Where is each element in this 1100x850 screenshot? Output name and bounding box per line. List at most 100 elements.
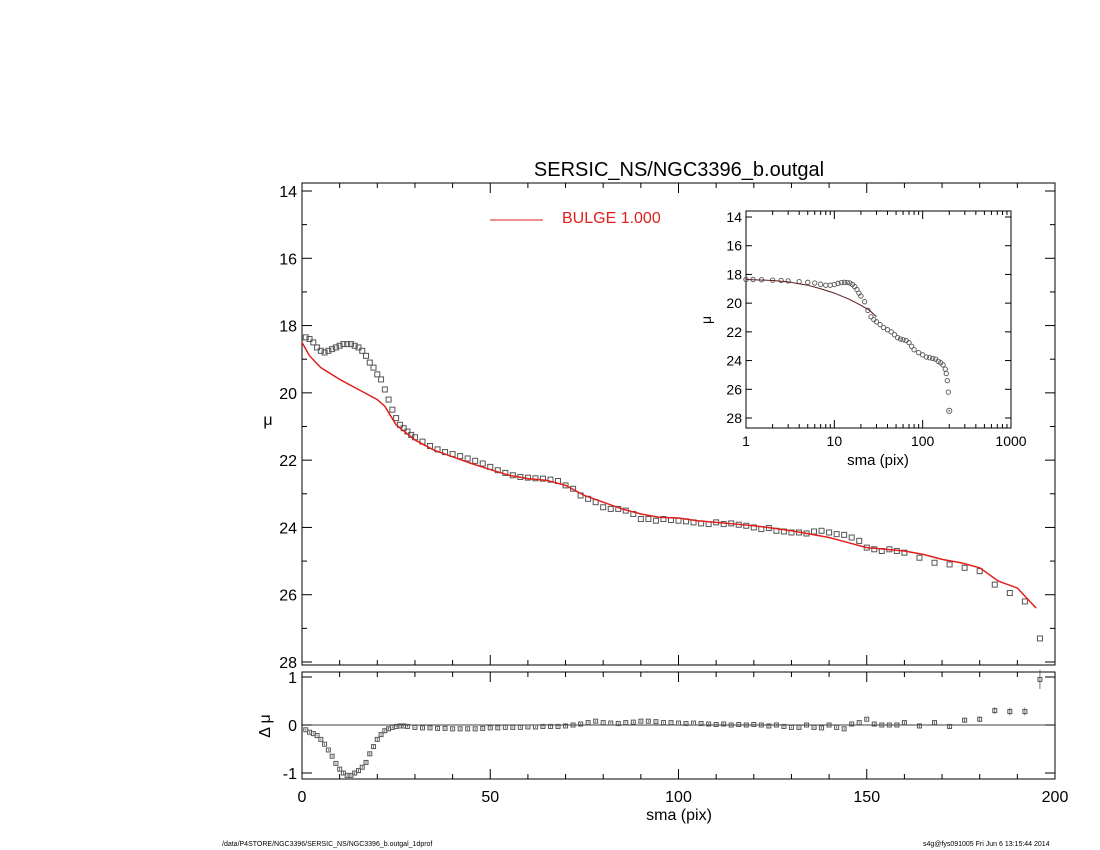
- y-tick-label: 14: [279, 184, 297, 201]
- residual-point: [901, 720, 907, 726]
- data-point: [916, 554, 923, 561]
- residual-point: [337, 766, 343, 772]
- residual-point: [404, 723, 410, 729]
- residual-point: [743, 722, 749, 728]
- inset-data-point: [943, 370, 949, 377]
- data-point: [660, 516, 667, 523]
- data-point: [332, 344, 339, 351]
- data-point: [539, 475, 546, 482]
- data-point: [359, 347, 366, 354]
- inset-data-point: [944, 378, 950, 384]
- inset-x-tick-label: 100: [911, 433, 935, 449]
- data-point: [385, 396, 392, 403]
- residual-point: [879, 722, 885, 728]
- residual-y-tick-label: 1: [288, 670, 297, 687]
- inset-data-point: [911, 347, 917, 353]
- residual-point: [992, 708, 998, 714]
- residual-point: [435, 725, 441, 731]
- data-point: [637, 516, 644, 523]
- data-point: [645, 516, 652, 523]
- residual-point: [894, 722, 900, 728]
- x-tick-label: 100: [665, 789, 692, 806]
- residual-point: [487, 725, 493, 731]
- y-tick-label: 28: [279, 655, 297, 672]
- residual-point: [834, 724, 840, 730]
- data-point: [848, 534, 855, 541]
- residual-point: [480, 725, 486, 731]
- residual-point: [947, 723, 953, 729]
- residual-point: [856, 720, 862, 726]
- legend-label: BULGE 1.000: [562, 210, 661, 227]
- data-point: [871, 546, 878, 553]
- residual-point: [796, 724, 802, 730]
- residual-point: [472, 726, 478, 732]
- data-point: [931, 559, 938, 566]
- data-point: [494, 467, 501, 474]
- y-tick-label: 20: [279, 386, 297, 403]
- residual-point: [811, 724, 817, 730]
- residual-point: [325, 747, 331, 753]
- residual-point: [849, 721, 855, 727]
- inset-data-point: [945, 389, 951, 395]
- data-point: [720, 521, 727, 528]
- inset-data-point: [838, 279, 844, 286]
- data-point: [826, 529, 833, 536]
- data-point: [302, 334, 309, 341]
- residual-point: [608, 720, 614, 726]
- data-point: [321, 349, 328, 356]
- inset-data-point: [900, 337, 906, 343]
- residual-point: [676, 720, 681, 726]
- data-point: [1036, 635, 1043, 642]
- inset-data-point: [861, 299, 868, 305]
- residual-point: [502, 724, 508, 730]
- residual-point: [645, 718, 651, 724]
- residual-point: [864, 716, 870, 722]
- data-point: [479, 460, 486, 467]
- residual-point: [1037, 676, 1043, 682]
- data-point: [833, 531, 840, 538]
- data-point: [344, 341, 351, 348]
- residual-point: [751, 722, 757, 728]
- inset-plot: 14 16 18 20 22 24 26 281 10 100 1000 sma (pix) μ: [698, 209, 1027, 469]
- residual-point: [781, 723, 787, 729]
- inset-data-point: [891, 332, 898, 338]
- residual-point: [932, 720, 938, 726]
- residual-point: [419, 725, 425, 731]
- x-tick-label: 200: [1042, 789, 1069, 806]
- inset-y-tick-label: 26: [726, 381, 742, 397]
- residual-point: [532, 724, 538, 730]
- residual-point: [570, 722, 576, 728]
- inset-data-point: [873, 319, 880, 325]
- data-point: [366, 359, 373, 366]
- inset-data-point: [880, 324, 887, 331]
- residual-y-axis-label: Δ μ: [257, 714, 274, 737]
- inset-data-point: [915, 350, 922, 356]
- data-point: [393, 415, 400, 422]
- residual-point: [457, 726, 463, 732]
- data-point: [532, 475, 539, 482]
- residual-point: [668, 720, 674, 726]
- data-point: [336, 342, 343, 349]
- data-point: [464, 455, 471, 462]
- x-tick-label: 150: [853, 789, 880, 806]
- x-tick-label: 50: [481, 789, 499, 806]
- x-tick-label: 0: [298, 789, 307, 806]
- inset-data-point: [818, 281, 824, 287]
- residual-point: [465, 726, 471, 732]
- y-tick-label: 22: [279, 453, 297, 470]
- residual-point: [638, 718, 644, 724]
- data-point: [317, 347, 324, 354]
- residual-y-tick-label: -1: [283, 766, 297, 783]
- data-point: [1021, 598, 1028, 605]
- inset-data-point: [927, 355, 933, 361]
- residual-point: [371, 744, 377, 750]
- residual-point: [318, 736, 324, 742]
- residual-point: [1007, 709, 1013, 715]
- residual-point: [721, 721, 727, 727]
- residual-point: [578, 721, 584, 727]
- residual-point: [593, 718, 599, 724]
- residual-point: [841, 726, 847, 732]
- residual-point: [916, 723, 922, 729]
- inset-data-point: [841, 279, 848, 285]
